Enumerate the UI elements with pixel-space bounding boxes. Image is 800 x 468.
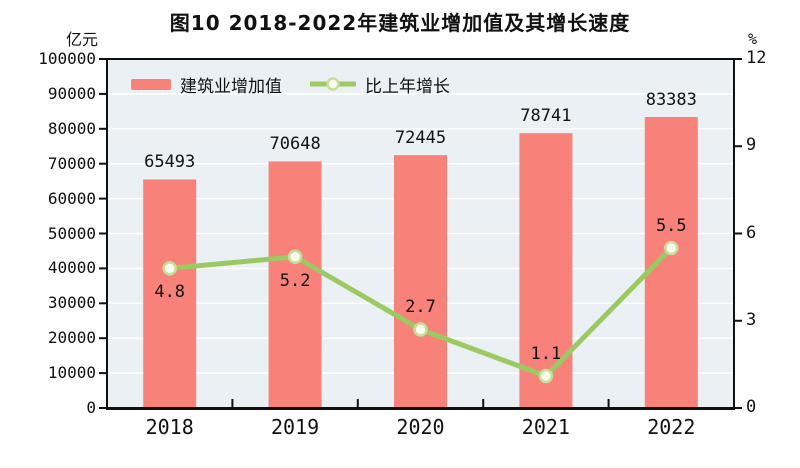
legend: 建筑业增加值 比上年增长 xyxy=(131,72,478,97)
y-axis-right-tick-label: 12 xyxy=(746,48,767,68)
right-axis-unit: % xyxy=(748,30,758,48)
y-axis-right-tick-label: 0 xyxy=(746,397,757,417)
bar-2020 xyxy=(394,155,447,408)
y-axis-left-tick-label: 20000 xyxy=(47,328,96,348)
x-axis-category-label: 2022 xyxy=(647,415,696,439)
y-axis-left-tick-label: 60000 xyxy=(47,188,96,208)
line-value-label: 5.5 xyxy=(655,216,687,237)
x-axis-category-label: 2020 xyxy=(396,415,445,439)
line-value-label: 5.2 xyxy=(279,270,311,291)
legend-line-swatch-icon xyxy=(308,76,358,92)
line-value-label: 1.1 xyxy=(530,344,562,364)
line-marker-2020 xyxy=(413,322,428,337)
bar-value-label: 65493 xyxy=(144,152,196,173)
line-marker-2022 xyxy=(664,240,679,256)
y-axis-left-tick-label: 80000 xyxy=(47,118,96,138)
y-axis-right-tick-label: 9 xyxy=(746,135,757,156)
line-marker-2019 xyxy=(287,249,303,265)
y-axis-left-tick-label: 100000 xyxy=(38,49,96,68)
bar-2022 xyxy=(644,116,698,408)
y-axis-left-tick-label: 0 xyxy=(86,398,96,417)
bar-value-label: 70648 xyxy=(269,134,321,155)
y-axis-left-tick-label: 50000 xyxy=(47,223,96,243)
left-axis-unit: 亿元 xyxy=(65,30,98,49)
line-marker-2018 xyxy=(162,261,177,276)
y-axis-left-tick-label: 40000 xyxy=(47,258,96,278)
bar-value-label: 83383 xyxy=(645,89,697,110)
y-axis-left-tick-label: 70000 xyxy=(47,153,96,173)
line-marker-2021 xyxy=(538,368,554,384)
bar-value-label: 78741 xyxy=(520,106,572,127)
legend-label-line-series: 比上年增长 xyxy=(365,76,450,97)
line-value-label: 2.7 xyxy=(405,297,436,318)
y-axis-left-tick-label: 10000 xyxy=(47,363,96,383)
y-axis-left-tick-label: 90000 xyxy=(47,83,96,103)
legend-marker-icon xyxy=(326,77,340,91)
y-axis-right-tick-label: 6 xyxy=(746,222,757,243)
x-axis-category-label: 2019 xyxy=(271,415,320,439)
x-axis-category-label: 2021 xyxy=(521,415,570,439)
bar-2018 xyxy=(143,179,197,408)
y-axis-right-tick-label: 3 xyxy=(746,309,757,330)
legend-label-bar-series: 建筑业增加值 xyxy=(180,76,282,97)
y-axis-left-tick-label: 30000 xyxy=(47,293,96,313)
line-value-label: 4.8 xyxy=(154,282,186,303)
bar-value-label: 72445 xyxy=(394,128,447,149)
x-axis-category-label: 2018 xyxy=(145,415,194,439)
legend-bar-swatch-icon xyxy=(131,78,171,90)
chart-title: 图10 2018-2022年建筑业增加值及其增长速度 xyxy=(169,11,631,35)
bar-2019 xyxy=(268,161,322,408)
bar-2021 xyxy=(519,133,573,408)
